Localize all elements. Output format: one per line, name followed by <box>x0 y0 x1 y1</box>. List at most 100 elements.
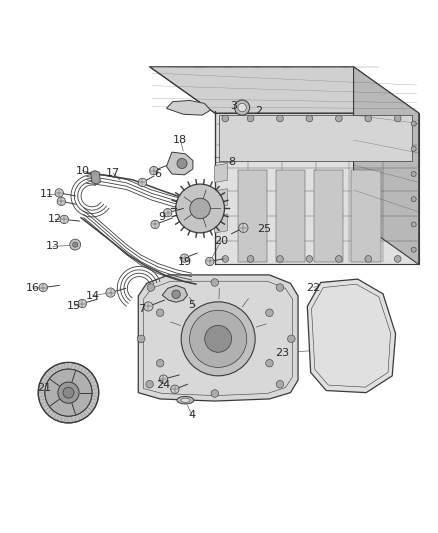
Text: 11: 11 <box>39 189 53 199</box>
Circle shape <box>222 255 229 262</box>
Circle shape <box>39 284 47 292</box>
Text: 3: 3 <box>230 101 237 111</box>
Circle shape <box>151 220 159 229</box>
Circle shape <box>394 255 401 262</box>
Text: 18: 18 <box>173 134 187 144</box>
Circle shape <box>58 382 79 403</box>
Text: 15: 15 <box>67 301 81 311</box>
Circle shape <box>277 115 283 122</box>
Circle shape <box>146 381 153 388</box>
Circle shape <box>60 215 68 224</box>
Text: 7: 7 <box>138 304 145 313</box>
Text: 13: 13 <box>46 241 60 252</box>
Circle shape <box>211 279 219 286</box>
Circle shape <box>78 300 87 308</box>
Circle shape <box>150 166 158 175</box>
Circle shape <box>138 178 147 187</box>
Circle shape <box>238 103 246 112</box>
Circle shape <box>171 385 179 393</box>
Circle shape <box>411 197 416 202</box>
Polygon shape <box>219 115 413 161</box>
Circle shape <box>277 255 283 262</box>
Circle shape <box>45 369 92 416</box>
Polygon shape <box>215 113 419 264</box>
Circle shape <box>287 335 295 343</box>
Circle shape <box>411 172 416 176</box>
Text: 10: 10 <box>75 166 89 176</box>
Text: 5: 5 <box>188 300 195 310</box>
Polygon shape <box>314 170 343 262</box>
Polygon shape <box>162 286 187 302</box>
Text: 19: 19 <box>177 257 191 267</box>
Text: 16: 16 <box>26 284 40 293</box>
Circle shape <box>147 284 155 292</box>
Ellipse shape <box>181 398 190 402</box>
Circle shape <box>211 390 219 397</box>
Circle shape <box>73 242 78 247</box>
Circle shape <box>38 362 99 423</box>
Circle shape <box>163 208 172 217</box>
Circle shape <box>106 288 115 297</box>
Circle shape <box>266 359 273 367</box>
Polygon shape <box>166 100 211 115</box>
Circle shape <box>222 115 229 122</box>
Circle shape <box>156 359 164 367</box>
Text: 25: 25 <box>258 224 272 235</box>
Circle shape <box>365 255 371 262</box>
Circle shape <box>205 325 232 352</box>
Text: 14: 14 <box>86 291 100 301</box>
Circle shape <box>276 284 284 292</box>
Circle shape <box>55 189 64 197</box>
Circle shape <box>276 381 284 388</box>
Text: 9: 9 <box>159 212 166 222</box>
Circle shape <box>411 121 416 126</box>
Polygon shape <box>215 214 227 233</box>
Circle shape <box>247 115 254 122</box>
Circle shape <box>70 239 81 250</box>
Text: 12: 12 <box>48 214 62 224</box>
Polygon shape <box>215 189 227 208</box>
Circle shape <box>63 387 74 398</box>
Text: 6: 6 <box>155 169 162 179</box>
Polygon shape <box>150 67 419 113</box>
Polygon shape <box>351 170 381 262</box>
Text: 21: 21 <box>37 383 52 393</box>
Circle shape <box>235 100 250 115</box>
Circle shape <box>181 302 255 376</box>
Circle shape <box>266 309 273 317</box>
Text: 22: 22 <box>307 282 321 293</box>
Polygon shape <box>215 164 227 182</box>
Polygon shape <box>276 170 305 262</box>
Circle shape <box>190 310 247 367</box>
Circle shape <box>156 309 164 317</box>
Circle shape <box>190 198 210 219</box>
Circle shape <box>306 115 313 122</box>
Circle shape <box>159 375 168 383</box>
Ellipse shape <box>177 397 194 404</box>
Polygon shape <box>166 152 193 175</box>
Text: 4: 4 <box>188 409 195 419</box>
Circle shape <box>247 255 254 262</box>
Circle shape <box>239 223 248 232</box>
Circle shape <box>172 290 180 298</box>
Polygon shape <box>307 279 396 393</box>
Text: 23: 23 <box>275 348 289 358</box>
Circle shape <box>411 222 416 227</box>
Text: 17: 17 <box>106 168 120 178</box>
Circle shape <box>411 247 416 252</box>
Text: 24: 24 <box>156 380 171 390</box>
Circle shape <box>336 115 342 122</box>
Circle shape <box>176 184 224 233</box>
Circle shape <box>365 115 371 122</box>
Circle shape <box>394 115 401 122</box>
Polygon shape <box>138 275 298 401</box>
Text: 8: 8 <box>228 157 235 167</box>
Text: 2: 2 <box>255 106 262 116</box>
Text: 20: 20 <box>214 236 228 246</box>
Circle shape <box>306 255 313 262</box>
Polygon shape <box>238 170 267 262</box>
Circle shape <box>336 255 342 262</box>
Circle shape <box>144 302 153 311</box>
Polygon shape <box>91 171 100 184</box>
Polygon shape <box>353 67 419 264</box>
